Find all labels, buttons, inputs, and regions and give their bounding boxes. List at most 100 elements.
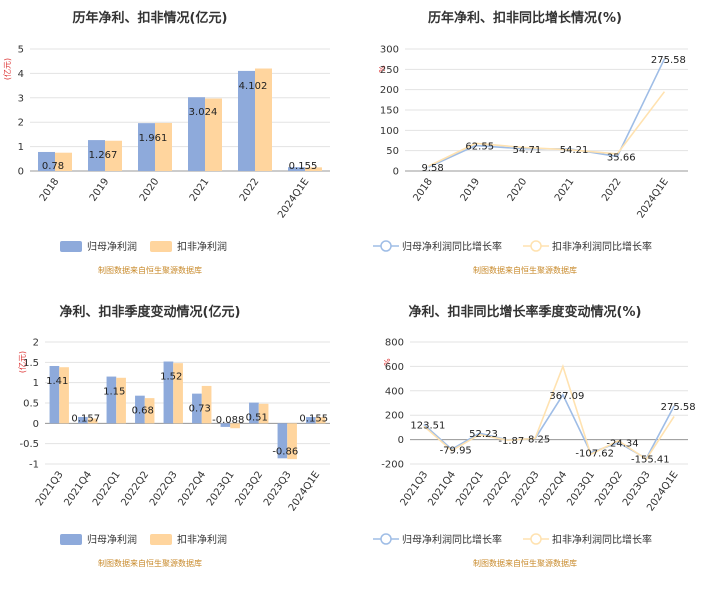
x-tick-label: 2022Q3 xyxy=(148,469,180,508)
bar-koufei xyxy=(255,68,272,171)
x-tick-label: 2022Q2 xyxy=(119,469,151,508)
y-tick-label: 150 xyxy=(380,106,399,117)
y-tick-label: 5 xyxy=(18,45,24,56)
x-tick-label: 2022 xyxy=(238,176,262,203)
bar-guimu xyxy=(49,365,60,424)
data-label: 1.961 xyxy=(139,133,168,144)
data-label: 0.78 xyxy=(42,161,64,172)
y-tick-label: 200 xyxy=(385,411,404,422)
bar-guimu xyxy=(277,423,288,459)
bar-koufei xyxy=(205,98,222,171)
bar-guimu xyxy=(188,97,205,171)
y-tick-label: -0.5 xyxy=(19,439,39,450)
data-label: 54.21 xyxy=(560,145,589,156)
data-label: 1.267 xyxy=(89,150,118,161)
x-tick-label: 2021 xyxy=(188,176,212,203)
bar-koufei xyxy=(173,363,183,424)
legend-swatch-dot xyxy=(380,240,392,252)
source-note: 制图数据来自恒生聚源数据库 xyxy=(98,265,202,275)
chart-panel-2: 历年净利、扣非同比增长情况(%)% 0 50 100 150 200 250 300 2018 2… xyxy=(373,10,688,275)
data-label: 123.51 xyxy=(410,421,445,432)
y-tick-label: 100 xyxy=(380,126,399,137)
source-note: 制图数据来自恒生聚源数据库 xyxy=(98,558,202,568)
legend-swatch-dot xyxy=(530,240,542,252)
legend-swatch xyxy=(150,241,172,252)
bar-guimu xyxy=(220,423,231,427)
legend-label: 扣非净利润 xyxy=(177,533,227,546)
data-label: -0.088 xyxy=(212,415,244,426)
x-tick-label: 2021Q3 xyxy=(34,469,66,508)
y-tick-label: 0 xyxy=(18,167,24,178)
y-tick-label: 1 xyxy=(33,378,39,389)
bar-koufei xyxy=(55,152,72,171)
y-tick-label: -1 xyxy=(29,460,39,471)
data-label: 1.15 xyxy=(103,387,125,398)
y-tick-label: 50 xyxy=(386,146,399,157)
data-label: -0.86 xyxy=(272,446,298,457)
y-tick-label: 3 xyxy=(18,93,24,104)
legend-label: 扣非净利润同比增长率 xyxy=(552,240,652,253)
x-tick-label: 2019 xyxy=(88,176,112,203)
y-tick-label: 200 xyxy=(380,85,399,96)
data-label: 54.71 xyxy=(513,145,542,156)
bar-koufei xyxy=(87,418,98,424)
x-tick-label: 2023Q1 xyxy=(205,469,237,508)
bar-guimu xyxy=(249,402,259,424)
data-label: -1.87 xyxy=(498,436,524,447)
y-tick-label: 300 xyxy=(380,45,399,56)
bar-guimu xyxy=(88,140,105,171)
data-label: 1.41 xyxy=(46,376,68,387)
y-axis-unit: (亿元) xyxy=(17,351,27,373)
bar-guimu xyxy=(238,70,255,171)
bar-guimu xyxy=(138,123,155,171)
data-label: -79.95 xyxy=(440,445,472,456)
source-note: 制图数据来自恒生聚源数据库 xyxy=(473,558,577,568)
data-label: 9.58 xyxy=(421,163,443,174)
x-tick-label: 2024Q1E xyxy=(635,176,670,220)
y-tick-label: 250 xyxy=(380,65,399,76)
y-axis-unit: % xyxy=(383,358,392,366)
series-line-2 xyxy=(428,91,666,167)
chart-title: 历年净利、扣非同比增长情况(%) xyxy=(428,10,622,26)
data-label: 275.58 xyxy=(651,55,686,66)
legend-swatch xyxy=(150,534,172,545)
chart-title: 历年净利、扣非情况(亿元) xyxy=(73,10,228,26)
y-tick-label: 0 xyxy=(33,419,39,430)
data-label: 35.66 xyxy=(607,152,636,163)
bar-guimu xyxy=(306,417,316,424)
legend-label: 归母净利润同比增长率 xyxy=(402,240,502,253)
data-label: -24.34 xyxy=(606,439,638,450)
bar-guimu xyxy=(38,151,55,171)
y-tick-label: 1 xyxy=(18,142,24,153)
chart-title: 净利、扣非同比增长率季度变动情况(%) xyxy=(409,304,642,320)
data-label: 275.58 xyxy=(661,402,696,413)
legend-swatch-dot xyxy=(380,533,392,545)
x-tick-label: 2022Q4 xyxy=(176,469,208,508)
bar-koufei xyxy=(105,140,122,171)
y-tick-label: 600 xyxy=(385,362,404,373)
data-label: 0.51 xyxy=(246,413,268,424)
x-tick-label: 2022Q1 xyxy=(91,469,123,508)
bar-koufei xyxy=(258,403,269,424)
x-tick-label: 2022 xyxy=(600,176,624,203)
bar-guimu xyxy=(135,395,145,424)
y-tick-label: 4 xyxy=(18,69,24,80)
data-label: 0.157 xyxy=(71,413,100,424)
data-label: 0.155 xyxy=(289,161,318,172)
legend-swatch-dot xyxy=(530,533,542,545)
legend-label: 归母净利润同比增长率 xyxy=(402,533,502,546)
chart-title: 净利、扣非季度变动情况(亿元) xyxy=(60,304,241,320)
chart-panel-1: 历年净利、扣非情况(亿元) (亿元) 0 1 2 3 4 5 2018 2019 2020 2021 2… xyxy=(2,10,330,275)
bar-guimu xyxy=(78,416,88,424)
data-label: 4.102 xyxy=(239,81,268,92)
chart-panel-3: 净利、扣非季度变动情况(亿元)(亿元)-1-0.500.511.522021Q3… xyxy=(17,304,330,568)
legend-label: 归母净利润 xyxy=(87,533,137,546)
legend-label: 扣非净利润同比增长率 xyxy=(552,533,652,546)
x-tick-label: 2018 xyxy=(411,176,435,203)
y-tick-label: 800 xyxy=(385,338,404,349)
x-tick-label: 2020 xyxy=(506,176,530,203)
x-tick-label: 2018 xyxy=(38,176,62,203)
legend-label: 扣非净利润 xyxy=(177,240,227,253)
data-label: 8.25 xyxy=(528,435,550,446)
